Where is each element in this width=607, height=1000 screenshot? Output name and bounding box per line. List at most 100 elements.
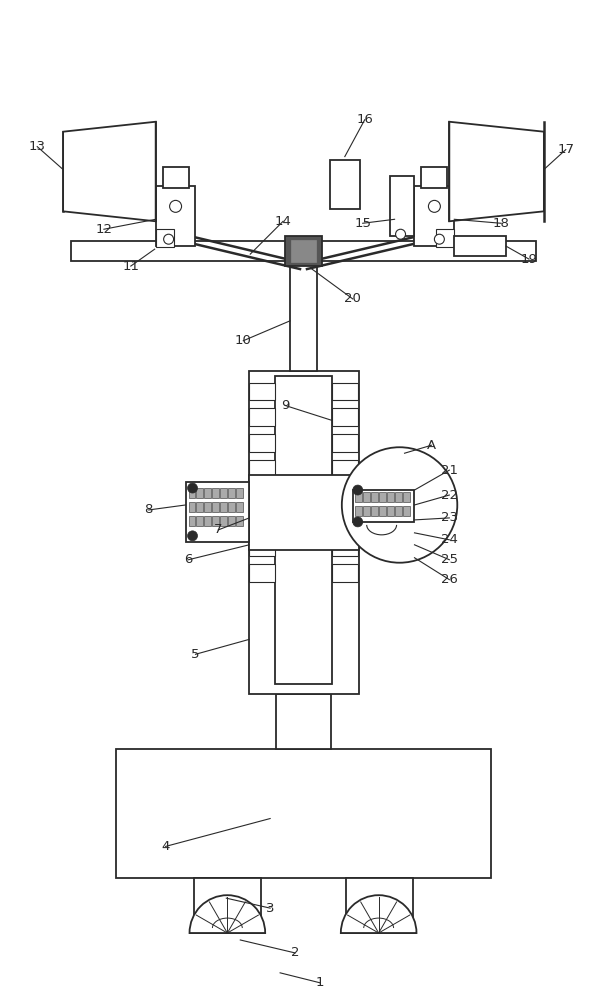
Bar (71, 241, 536, 261)
Bar (236, 502, 243, 512)
Text: 4: 4 (161, 840, 170, 853)
Bar (228, 502, 236, 512)
Circle shape (429, 200, 440, 212)
Text: 12: 12 (95, 223, 112, 236)
Bar (220, 488, 228, 498)
Bar (189, 502, 195, 512)
Bar (249, 460, 275, 478)
Wedge shape (189, 895, 265, 933)
Text: 20: 20 (344, 292, 361, 305)
Bar (332, 460, 358, 478)
Bar (249, 475, 359, 550)
Text: 5: 5 (191, 648, 200, 661)
Text: 25: 25 (441, 553, 458, 566)
Polygon shape (449, 122, 544, 221)
Bar (387, 506, 393, 516)
Text: 9: 9 (281, 399, 290, 412)
Bar (379, 506, 385, 516)
Circle shape (435, 234, 444, 244)
Text: 8: 8 (144, 503, 153, 516)
Bar (236, 516, 243, 526)
Circle shape (353, 517, 363, 527)
Bar (436, 229, 454, 247)
Text: 22: 22 (441, 489, 458, 502)
Bar (228, 516, 236, 526)
Text: 1: 1 (316, 976, 324, 989)
Bar (249, 512, 275, 530)
Bar (291, 240, 316, 262)
Text: 26: 26 (441, 573, 458, 586)
Bar (332, 383, 358, 400)
Text: 21: 21 (441, 464, 458, 477)
Text: 19: 19 (521, 253, 537, 266)
Circle shape (353, 485, 363, 495)
Bar (276, 694, 331, 749)
Bar (387, 492, 393, 502)
Bar (197, 516, 203, 526)
Bar (402, 506, 410, 516)
Circle shape (188, 483, 197, 493)
Bar (249, 408, 275, 426)
Bar (332, 408, 358, 426)
Bar (194, 878, 261, 920)
Text: A: A (427, 439, 436, 452)
Bar (415, 186, 454, 246)
Bar (205, 488, 211, 498)
Bar (402, 492, 410, 502)
Bar (371, 506, 378, 516)
Text: 24: 24 (441, 533, 458, 546)
Bar (116, 749, 491, 878)
Circle shape (396, 229, 405, 239)
Text: 18: 18 (493, 217, 509, 230)
Bar (332, 538, 358, 556)
Text: 11: 11 (122, 260, 139, 273)
Bar (395, 492, 402, 502)
Bar (346, 878, 413, 920)
Bar (189, 488, 195, 498)
Bar (330, 160, 360, 209)
Bar (155, 229, 174, 247)
Bar (395, 506, 402, 516)
Bar (332, 512, 358, 530)
Bar (197, 502, 203, 512)
Bar (220, 516, 228, 526)
Bar (353, 490, 415, 522)
Bar (249, 564, 275, 582)
Text: 14: 14 (274, 215, 291, 228)
Circle shape (342, 447, 457, 563)
Bar (228, 488, 236, 498)
Text: 13: 13 (29, 140, 46, 153)
Bar (212, 488, 219, 498)
Bar (363, 506, 370, 516)
Bar (212, 516, 219, 526)
Text: 10: 10 (235, 334, 252, 347)
Text: 15: 15 (354, 217, 371, 230)
Wedge shape (341, 895, 416, 933)
Text: 2: 2 (291, 946, 299, 959)
Text: 7: 7 (214, 523, 223, 536)
Bar (205, 502, 211, 512)
Bar (290, 261, 317, 371)
Bar (249, 371, 359, 694)
Bar (163, 167, 189, 188)
Bar (249, 434, 275, 452)
Circle shape (164, 234, 174, 244)
Bar (421, 167, 447, 188)
Text: 6: 6 (185, 553, 192, 566)
Bar (332, 434, 358, 452)
Text: 17: 17 (557, 143, 574, 156)
Bar (285, 236, 322, 266)
Bar (371, 492, 378, 502)
Bar (236, 488, 243, 498)
Bar (249, 538, 275, 556)
Bar (332, 486, 358, 504)
Bar (220, 502, 228, 512)
Bar (205, 516, 211, 526)
Bar (186, 482, 249, 542)
Text: 16: 16 (356, 113, 373, 126)
Bar (454, 236, 506, 256)
Bar (249, 486, 275, 504)
Bar (197, 488, 203, 498)
Bar (379, 492, 385, 502)
Bar (275, 376, 332, 684)
